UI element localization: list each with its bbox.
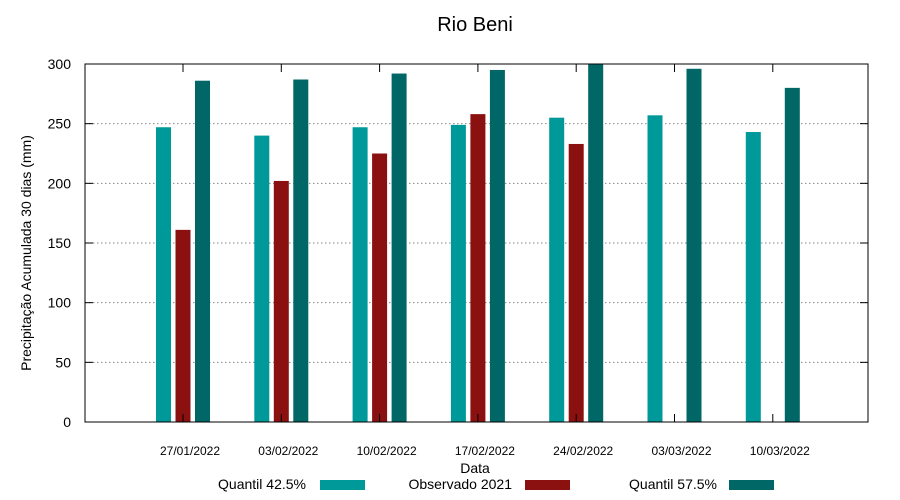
legend-label: Quantil 57.5%: [629, 476, 717, 492]
x-axis-label: Data: [460, 460, 490, 476]
x-tick-label: 03/03/2022: [651, 444, 711, 458]
bar: [195, 80, 210, 422]
y-tick-label: 0: [63, 414, 71, 430]
x-axis-ticks: 27/01/2022 03/02/2022 10/02/2022 17/02/2022…: [160, 64, 810, 458]
bar: [588, 64, 604, 422]
bar: [686, 68, 702, 423]
y-tick-label: 50: [55, 354, 71, 370]
bars: [156, 64, 800, 423]
y-tick-label: 300: [48, 56, 72, 72]
x-tick-label: 17/02/2022: [455, 444, 515, 458]
x-tick-label: 10/03/2022: [750, 444, 810, 458]
legend-label: Quantil 42.5%: [218, 476, 306, 492]
legend-swatch: [525, 480, 570, 490]
bar: [293, 79, 309, 422]
bar: [568, 143, 584, 422]
x-tick-label: 10/02/2022: [357, 444, 417, 458]
x-tick-label: 27/01/2022: [160, 444, 220, 458]
x-tick-label: 03/02/2022: [258, 444, 318, 458]
y-tick-label: 200: [48, 175, 72, 191]
y-tick-label: 150: [48, 235, 72, 251]
bar: [372, 153, 388, 422]
bar: [470, 114, 486, 423]
legend: Quantil 42.5% Observado 2021 Quantil 57.5%: [218, 476, 774, 492]
bar: [745, 132, 761, 422]
bar: [549, 117, 565, 422]
legend-label: Observado 2021: [408, 476, 512, 492]
bar: [175, 229, 191, 422]
legend-swatch: [320, 480, 365, 490]
x-tick-label: 24/02/2022: [553, 444, 613, 458]
chart-title: Rio Beni: [437, 14, 513, 36]
bar: [450, 124, 466, 423]
bar: [273, 180, 289, 422]
bar: [156, 127, 171, 422]
y-axis-ticks: 0 50 100 150 200 250 300: [48, 56, 868, 430]
y-tick-label: 250: [48, 116, 72, 132]
bar: [784, 87, 800, 422]
bar: [391, 73, 407, 423]
bar: [254, 135, 270, 422]
bar: [352, 127, 368, 422]
bar: [647, 115, 663, 423]
y-axis-label: Precipitação Acumulada 30 dias (mm): [18, 135, 34, 371]
y-tick-label: 100: [48, 295, 72, 311]
legend-swatch: [729, 480, 774, 490]
gridlines: [85, 123, 868, 363]
bar: [489, 69, 505, 422]
